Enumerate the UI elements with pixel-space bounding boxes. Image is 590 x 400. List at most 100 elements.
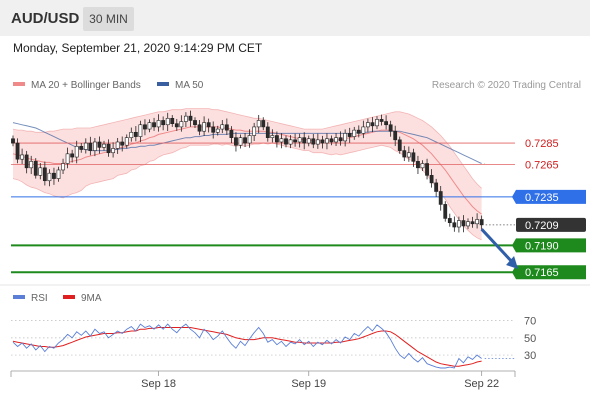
legend-9ma-swatch	[63, 295, 75, 300]
candle	[311, 138, 316, 145]
candle	[238, 137, 243, 146]
candle	[406, 152, 411, 158]
chart-datetime: Monday, September 21, 2020 9:14:29 PM CE…	[13, 41, 263, 55]
legend-rsi-swatch	[13, 295, 25, 300]
candle	[220, 124, 225, 130]
candles	[11, 110, 484, 233]
candle	[475, 219, 480, 225]
candle	[456, 220, 461, 228]
candle	[306, 138, 311, 144]
level-label-0-7190: 0.7190	[525, 240, 559, 252]
candle	[343, 133, 348, 142]
candle	[452, 222, 457, 228]
candle	[20, 154, 25, 160]
candle	[356, 129, 361, 134]
candle	[70, 153, 75, 158]
legend-rsi-label: RSI	[31, 293, 48, 304]
ma20-line	[12, 126, 482, 215]
candle	[252, 126, 257, 136]
candle	[279, 138, 284, 143]
candle	[88, 142, 93, 151]
candle	[165, 118, 170, 126]
candle	[447, 218, 452, 224]
projection-arrow-line	[480, 228, 515, 265]
bollinger-band-fill	[13, 108, 482, 240]
candle	[297, 137, 302, 143]
candle	[375, 119, 379, 127]
candle	[320, 139, 325, 144]
candle	[347, 133, 352, 137]
candle	[256, 120, 261, 128]
candle	[152, 122, 156, 128]
candle	[365, 122, 370, 128]
candle	[420, 163, 425, 169]
candle	[211, 126, 216, 133]
candle	[74, 145, 79, 158]
candle	[434, 182, 439, 192]
candle	[274, 135, 279, 143]
legend-ma50-swatch	[157, 82, 169, 87]
legend-ma20-swatch	[13, 82, 25, 87]
candle	[138, 124, 143, 137]
candle	[47, 172, 52, 182]
candle	[188, 115, 193, 121]
candle	[65, 153, 70, 164]
candle	[397, 139, 402, 151]
candle	[206, 122, 211, 128]
x-tick-label: Sep 22	[464, 378, 499, 390]
legend-9ma: 9MA	[63, 293, 102, 304]
candle	[52, 172, 56, 179]
candle	[179, 121, 184, 128]
candle	[124, 137, 129, 146]
credit-text: Research © 2020 Trading Central	[431, 80, 581, 91]
rsi-line	[12, 323, 482, 369]
candle	[443, 204, 448, 219]
candle	[429, 175, 434, 184]
candle	[438, 191, 443, 205]
candle	[102, 143, 106, 148]
chart-panel	[0, 36, 590, 400]
candle	[247, 135, 252, 144]
candle	[388, 124, 393, 132]
level-label-0-7165: 0.7165	[525, 267, 559, 279]
candle	[193, 120, 197, 126]
candle	[461, 220, 466, 227]
timeframe-button[interactable]: 30 MIN	[83, 7, 134, 31]
candle	[33, 161, 38, 176]
candle	[143, 124, 147, 130]
candle	[38, 167, 43, 176]
legend-ma50-label: MA 50	[175, 80, 204, 91]
legend-rsi: RSI	[13, 293, 48, 304]
candle	[229, 129, 234, 138]
candle	[129, 131, 134, 138]
candle	[133, 131, 138, 137]
level-label-0-7285: 0.7285	[525, 138, 559, 150]
candle	[111, 148, 116, 154]
candle	[379, 119, 384, 122]
candle	[215, 128, 220, 133]
candle	[479, 219, 484, 226]
candle	[338, 137, 343, 142]
pivot-badge-0-7235	[512, 189, 586, 204]
rsi-tick-50: 50	[524, 333, 536, 345]
rsi-tick-30: 30	[524, 350, 536, 362]
candle	[293, 139, 298, 143]
candle	[42, 167, 47, 182]
candle	[416, 161, 420, 169]
level-label-0-7265: 0.7265	[525, 160, 559, 172]
candle	[466, 221, 470, 227]
x-tick-label: Sep 19	[291, 378, 326, 390]
candle	[243, 137, 247, 144]
candle	[270, 135, 275, 138]
legend-9ma-label: 9MA	[81, 293, 102, 304]
current-price-badge	[516, 217, 586, 232]
support-badge-0-7165	[512, 265, 586, 280]
candle	[170, 118, 175, 124]
candle	[79, 145, 84, 150]
candle	[61, 163, 65, 171]
candle	[11, 138, 15, 144]
candle	[115, 141, 120, 149]
candle	[97, 141, 102, 148]
candle	[393, 130, 398, 141]
